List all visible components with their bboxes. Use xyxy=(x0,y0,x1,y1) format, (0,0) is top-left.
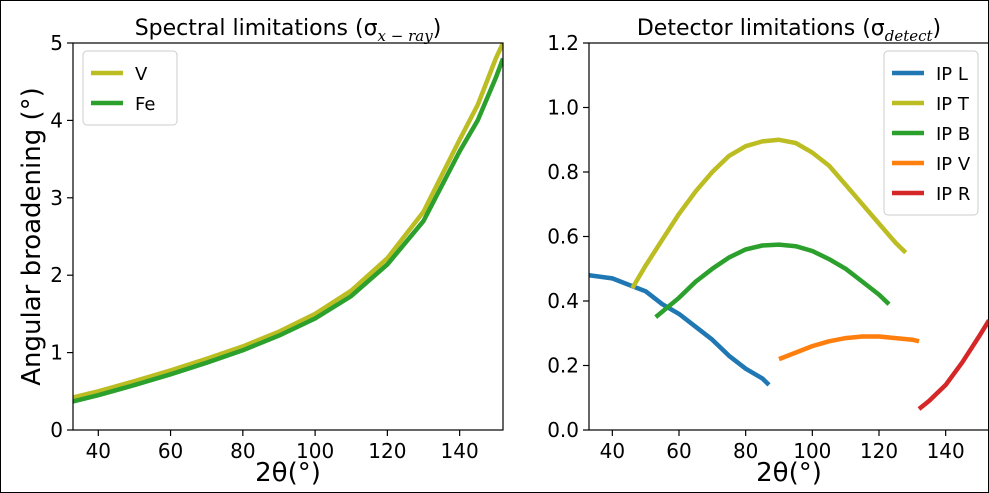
series-line-fe xyxy=(73,57,503,404)
y-tick-label: 1.2 xyxy=(547,31,579,55)
x-tick-label: 140 xyxy=(441,439,479,463)
y-tick-label: 0.6 xyxy=(547,225,579,249)
panel-detector-xlabel: 2θ(°) xyxy=(756,458,822,488)
panel-spectral-series xyxy=(73,43,503,404)
y-tick-label: 1.0 xyxy=(547,96,579,120)
y-tick-label: 0 xyxy=(50,418,63,442)
legend-label: IP V xyxy=(936,154,971,175)
y-tick-label: 3 xyxy=(50,186,63,210)
panel-detector-series xyxy=(589,137,989,411)
y-tick-label: 5 xyxy=(50,31,63,55)
panel-detector: Detector limitations (σdetect) 40 60 80 100… xyxy=(547,16,989,488)
x-tick-label: 60 xyxy=(666,439,691,463)
legend-label: IP T xyxy=(936,94,970,115)
panel-spectral: Spectral limitations (σx − ray) 40 60 80 10… xyxy=(17,16,504,488)
panel-spectral-axes xyxy=(72,42,504,431)
panel-spectral-ticks: 40 60 80 100 120 140 0 1 2 3 4 5 xyxy=(50,31,478,463)
panel-spectral-title: Spectral limitations (σx − ray) xyxy=(135,16,442,45)
x-tick-label: 80 xyxy=(733,439,758,463)
y-tick-label: 4 xyxy=(50,108,63,132)
series-line-ip-r xyxy=(917,319,989,411)
y-tick-label: 0.8 xyxy=(547,160,579,184)
legend-box xyxy=(883,50,979,216)
x-tick-label: 120 xyxy=(368,439,406,463)
x-tick-label: 100 xyxy=(296,439,334,463)
x-tick-label: 120 xyxy=(860,439,898,463)
x-tick-label: 40 xyxy=(600,439,625,463)
panel-detector-ticks: 40 60 80 100 120 140 0.0 0.2 0.4 0.6 0.8 1.0 1.2 xyxy=(547,31,965,463)
x-tick-label: 140 xyxy=(927,439,965,463)
x-tick-label: 100 xyxy=(793,439,831,463)
series-line-ip-b xyxy=(654,242,891,319)
legend-label: IP L xyxy=(936,64,968,85)
series-line-ip-l xyxy=(589,272,771,387)
y-tick-label: 0.2 xyxy=(547,354,579,378)
legend-label: V xyxy=(135,64,148,85)
panel-detector-title: Detector limitations (σdetect) xyxy=(637,16,941,45)
panel-detector-axes xyxy=(588,42,989,431)
y-axis-label: Angular broadening (°) xyxy=(17,87,47,386)
y-tick-label: 2 xyxy=(50,263,63,287)
legend-label: IP B xyxy=(936,124,970,145)
x-tick-label: 80 xyxy=(230,439,255,463)
legend-box xyxy=(82,50,178,126)
legend-label: Fe xyxy=(135,94,155,115)
x-tick-label: 60 xyxy=(158,439,183,463)
legend-label: IP R xyxy=(936,184,970,205)
panel-detector-legend: IP L IP T IP B IP V IP R xyxy=(883,50,979,216)
panel-spectral-legend: V Fe xyxy=(82,50,178,126)
panel-spectral-xlabel: 2θ(°) xyxy=(255,458,321,488)
y-tick-label: 0.4 xyxy=(547,289,579,313)
series-line-ip-v xyxy=(778,334,920,362)
y-tick-label: 0.0 xyxy=(547,418,579,442)
series-line-ip-t xyxy=(630,137,908,290)
series-line-v xyxy=(73,43,503,400)
x-tick-label: 40 xyxy=(86,439,111,463)
y-tick-label: 1 xyxy=(50,341,63,365)
